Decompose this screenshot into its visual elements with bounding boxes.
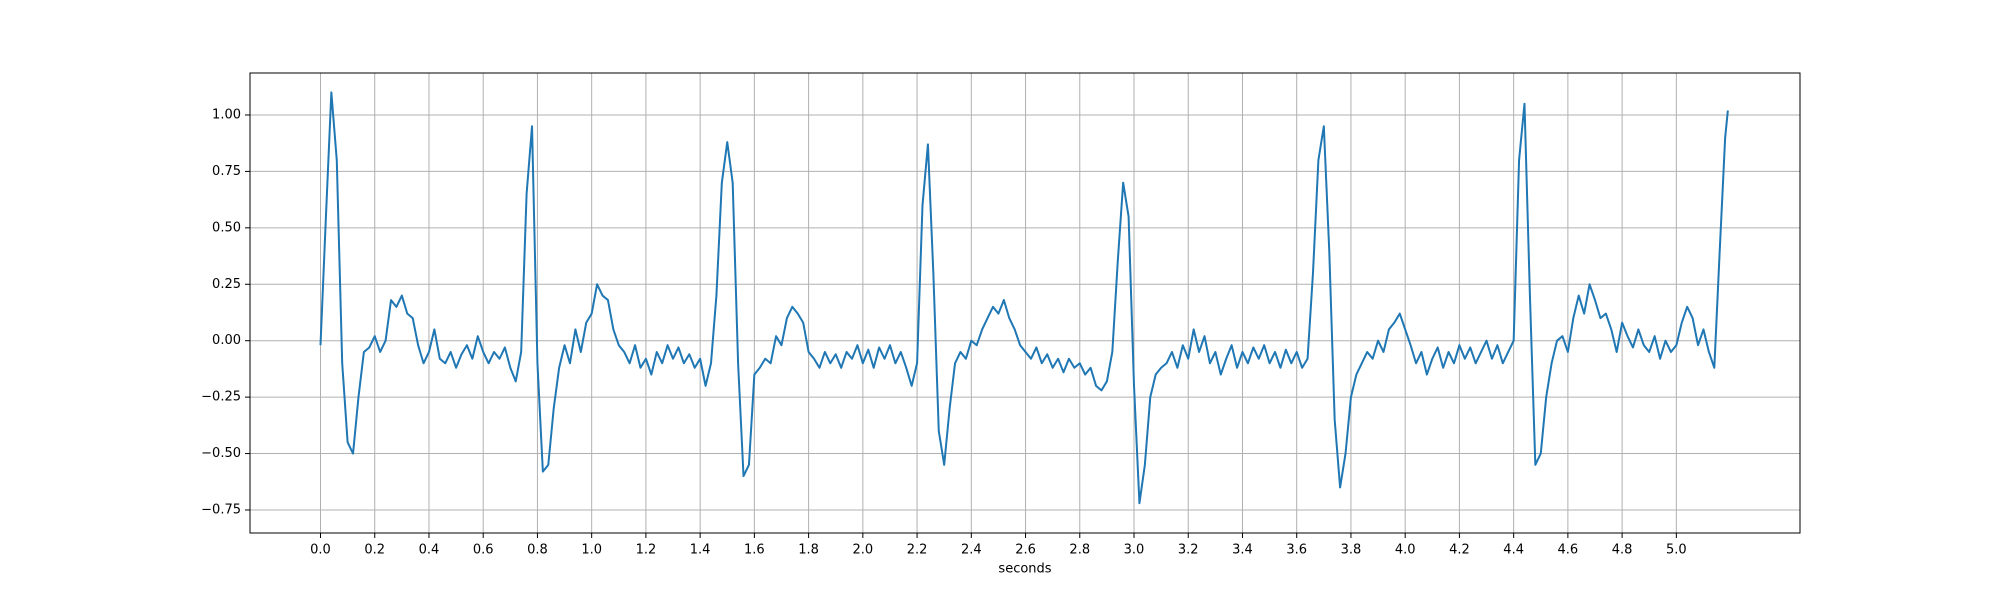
x-tick-label: 3.2	[1178, 543, 1199, 558]
x-tick-label: 0.6	[473, 543, 494, 558]
y-tick-label: 0.50	[212, 220, 241, 235]
x-tick-label: 0.4	[419, 543, 440, 558]
y-tick-label: 1.00	[212, 107, 241, 122]
y-tick-label: −0.50	[201, 446, 241, 461]
x-tick-label: 4.0	[1395, 543, 1416, 558]
plot-frame	[249, 72, 1801, 534]
x-tick-label: 3.4	[1232, 543, 1253, 558]
x-tick-label: 2.0	[852, 543, 873, 558]
y-tick-label: −0.25	[201, 390, 241, 405]
x-tick-label: 4.8	[1612, 543, 1633, 558]
x-tick-label: 3.6	[1286, 543, 1307, 558]
x-tick-label: 1.4	[690, 543, 711, 558]
x-tick-label: 0.8	[527, 543, 548, 558]
y-tick-label: −0.75	[201, 502, 241, 517]
x-tick-label: 3.8	[1341, 543, 1362, 558]
x-tick-label: 2.8	[1069, 543, 1090, 558]
x-tick-label: 1.8	[798, 543, 819, 558]
data-line	[319, 91, 1729, 505]
x-tick-label: 2.6	[1015, 543, 1036, 558]
x-tick-label: 4.2	[1449, 543, 1470, 558]
y-tick-label: 0.25	[212, 277, 241, 292]
x-tick-label: 3.0	[1124, 543, 1145, 558]
x-axis-label: seconds	[998, 562, 1051, 577]
x-tick-label: 0.0	[310, 543, 331, 558]
x-tick-label: 4.6	[1558, 543, 1579, 558]
x-tick-label: 1.6	[744, 543, 765, 558]
x-tick-label: 5.0	[1666, 543, 1687, 558]
y-tick-label: 0.75	[212, 164, 241, 179]
y-tick-label: 0.00	[212, 333, 241, 348]
x-tick-label: 1.2	[636, 543, 657, 558]
x-tick-label: 4.4	[1503, 543, 1524, 558]
x-tick-label: 2.2	[907, 543, 928, 558]
x-tick-label: 1.0	[581, 543, 602, 558]
x-tick-label: 2.4	[961, 543, 982, 558]
x-tick-label: 0.2	[364, 543, 385, 558]
